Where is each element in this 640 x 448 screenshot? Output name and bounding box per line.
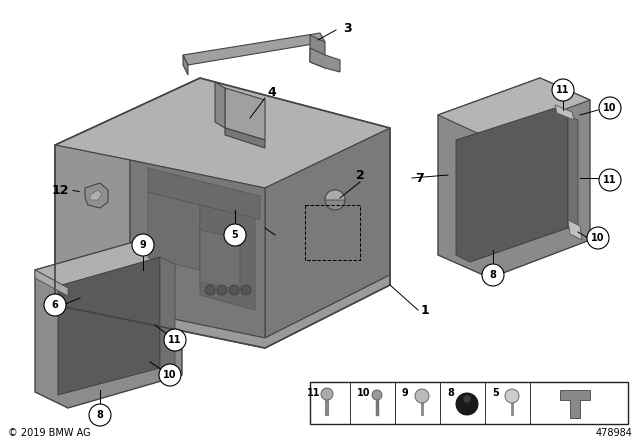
Polygon shape — [310, 48, 340, 72]
Circle shape — [217, 285, 227, 295]
Circle shape — [132, 234, 154, 256]
Polygon shape — [438, 78, 590, 138]
Text: 8: 8 — [447, 388, 454, 398]
Circle shape — [456, 393, 478, 415]
Text: 11: 11 — [604, 175, 617, 185]
Text: 9: 9 — [140, 240, 147, 250]
Circle shape — [89, 404, 111, 426]
Circle shape — [482, 264, 504, 286]
Polygon shape — [200, 205, 255, 310]
Text: © 2019 BMW AG: © 2019 BMW AG — [8, 428, 91, 438]
Circle shape — [44, 294, 66, 316]
Polygon shape — [265, 128, 390, 338]
Polygon shape — [55, 275, 390, 348]
Polygon shape — [438, 78, 590, 278]
Circle shape — [229, 285, 239, 295]
Wedge shape — [325, 190, 345, 200]
Text: 10: 10 — [163, 370, 177, 380]
Text: 11: 11 — [307, 388, 321, 398]
Polygon shape — [55, 275, 390, 348]
Circle shape — [463, 395, 471, 403]
Circle shape — [325, 190, 345, 210]
Text: 9: 9 — [402, 388, 409, 398]
Polygon shape — [90, 190, 102, 200]
Text: 5: 5 — [232, 230, 238, 240]
Circle shape — [372, 390, 382, 400]
Text: 6: 6 — [52, 300, 58, 310]
Polygon shape — [568, 115, 578, 232]
Polygon shape — [35, 238, 182, 408]
Polygon shape — [183, 33, 325, 65]
Polygon shape — [225, 88, 265, 140]
Polygon shape — [560, 390, 590, 418]
Polygon shape — [160, 257, 175, 375]
Polygon shape — [310, 35, 325, 68]
Bar — [305, 205, 360, 260]
Polygon shape — [148, 192, 200, 270]
Circle shape — [599, 169, 621, 191]
Text: 11: 11 — [556, 85, 570, 95]
Polygon shape — [35, 270, 68, 296]
Text: 8: 8 — [490, 270, 497, 280]
Polygon shape — [225, 128, 265, 148]
Text: 7: 7 — [415, 172, 424, 185]
Polygon shape — [55, 145, 130, 310]
Polygon shape — [58, 257, 160, 395]
Text: 12: 12 — [51, 184, 68, 197]
Polygon shape — [183, 55, 188, 75]
Text: 10: 10 — [604, 103, 617, 113]
Polygon shape — [35, 238, 182, 288]
Text: 2: 2 — [356, 168, 364, 181]
Text: 10: 10 — [591, 233, 605, 243]
Bar — [310, 382, 628, 424]
Text: 478984: 478984 — [595, 428, 632, 438]
Circle shape — [241, 285, 251, 295]
Circle shape — [505, 389, 519, 403]
Text: 10: 10 — [357, 388, 371, 398]
Text: 8: 8 — [97, 410, 104, 420]
Polygon shape — [55, 78, 390, 188]
Circle shape — [587, 227, 609, 249]
Circle shape — [321, 388, 333, 400]
Polygon shape — [215, 82, 225, 128]
Polygon shape — [456, 108, 568, 262]
Polygon shape — [200, 230, 240, 290]
Polygon shape — [148, 168, 260, 220]
Text: 1: 1 — [420, 303, 429, 316]
Circle shape — [164, 329, 186, 351]
Text: 3: 3 — [344, 22, 352, 34]
Text: 4: 4 — [268, 86, 276, 99]
Circle shape — [205, 285, 215, 295]
Polygon shape — [568, 220, 582, 240]
Circle shape — [599, 97, 621, 119]
Polygon shape — [555, 105, 574, 120]
Text: 5: 5 — [492, 388, 499, 398]
Polygon shape — [130, 160, 265, 338]
Circle shape — [224, 224, 246, 246]
Circle shape — [552, 79, 574, 101]
Polygon shape — [85, 183, 108, 208]
Circle shape — [159, 364, 181, 386]
Circle shape — [415, 389, 429, 403]
Text: 11: 11 — [168, 335, 182, 345]
